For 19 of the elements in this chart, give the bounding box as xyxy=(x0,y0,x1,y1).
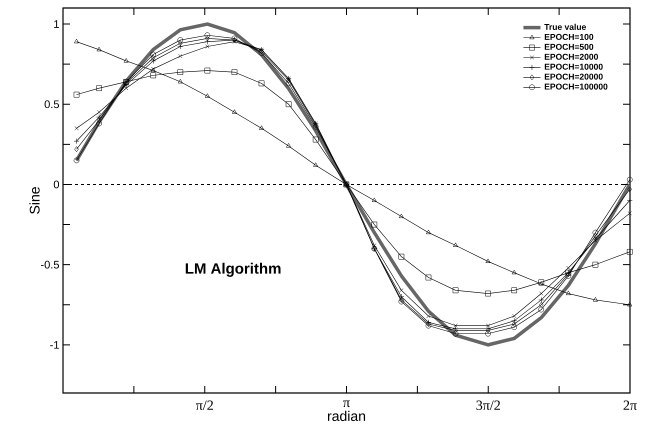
legend-label: EPOCH=500 xyxy=(544,44,594,50)
y-tick-label: 0.5 xyxy=(44,100,59,108)
legend-label: EPOCH=2000 xyxy=(544,54,598,60)
legend-label: EPOCH=20000 xyxy=(544,73,603,80)
y-tick-label: 0 xyxy=(54,180,60,188)
x-axis-title: radian xyxy=(328,410,366,421)
y-axis-title: Sine xyxy=(29,186,40,214)
y-tick-label: -0.5 xyxy=(41,260,59,268)
legend-label: EPOCH=100000 xyxy=(544,83,608,90)
legend-label: EPOCH=100 xyxy=(544,34,594,40)
annotation: LM Algorithm xyxy=(186,262,280,277)
x-tick-label: 3π/2 xyxy=(476,400,500,410)
y-tick-label: 1 xyxy=(54,20,59,28)
legend-label: EPOCH=10000 xyxy=(544,64,603,70)
x-tick-label: π/2 xyxy=(196,400,213,410)
legend-label: True value xyxy=(544,24,586,30)
x-tick-label: 2π xyxy=(624,400,637,410)
x-tick-label: π xyxy=(343,400,350,407)
y-tick-label: -1 xyxy=(50,340,59,348)
